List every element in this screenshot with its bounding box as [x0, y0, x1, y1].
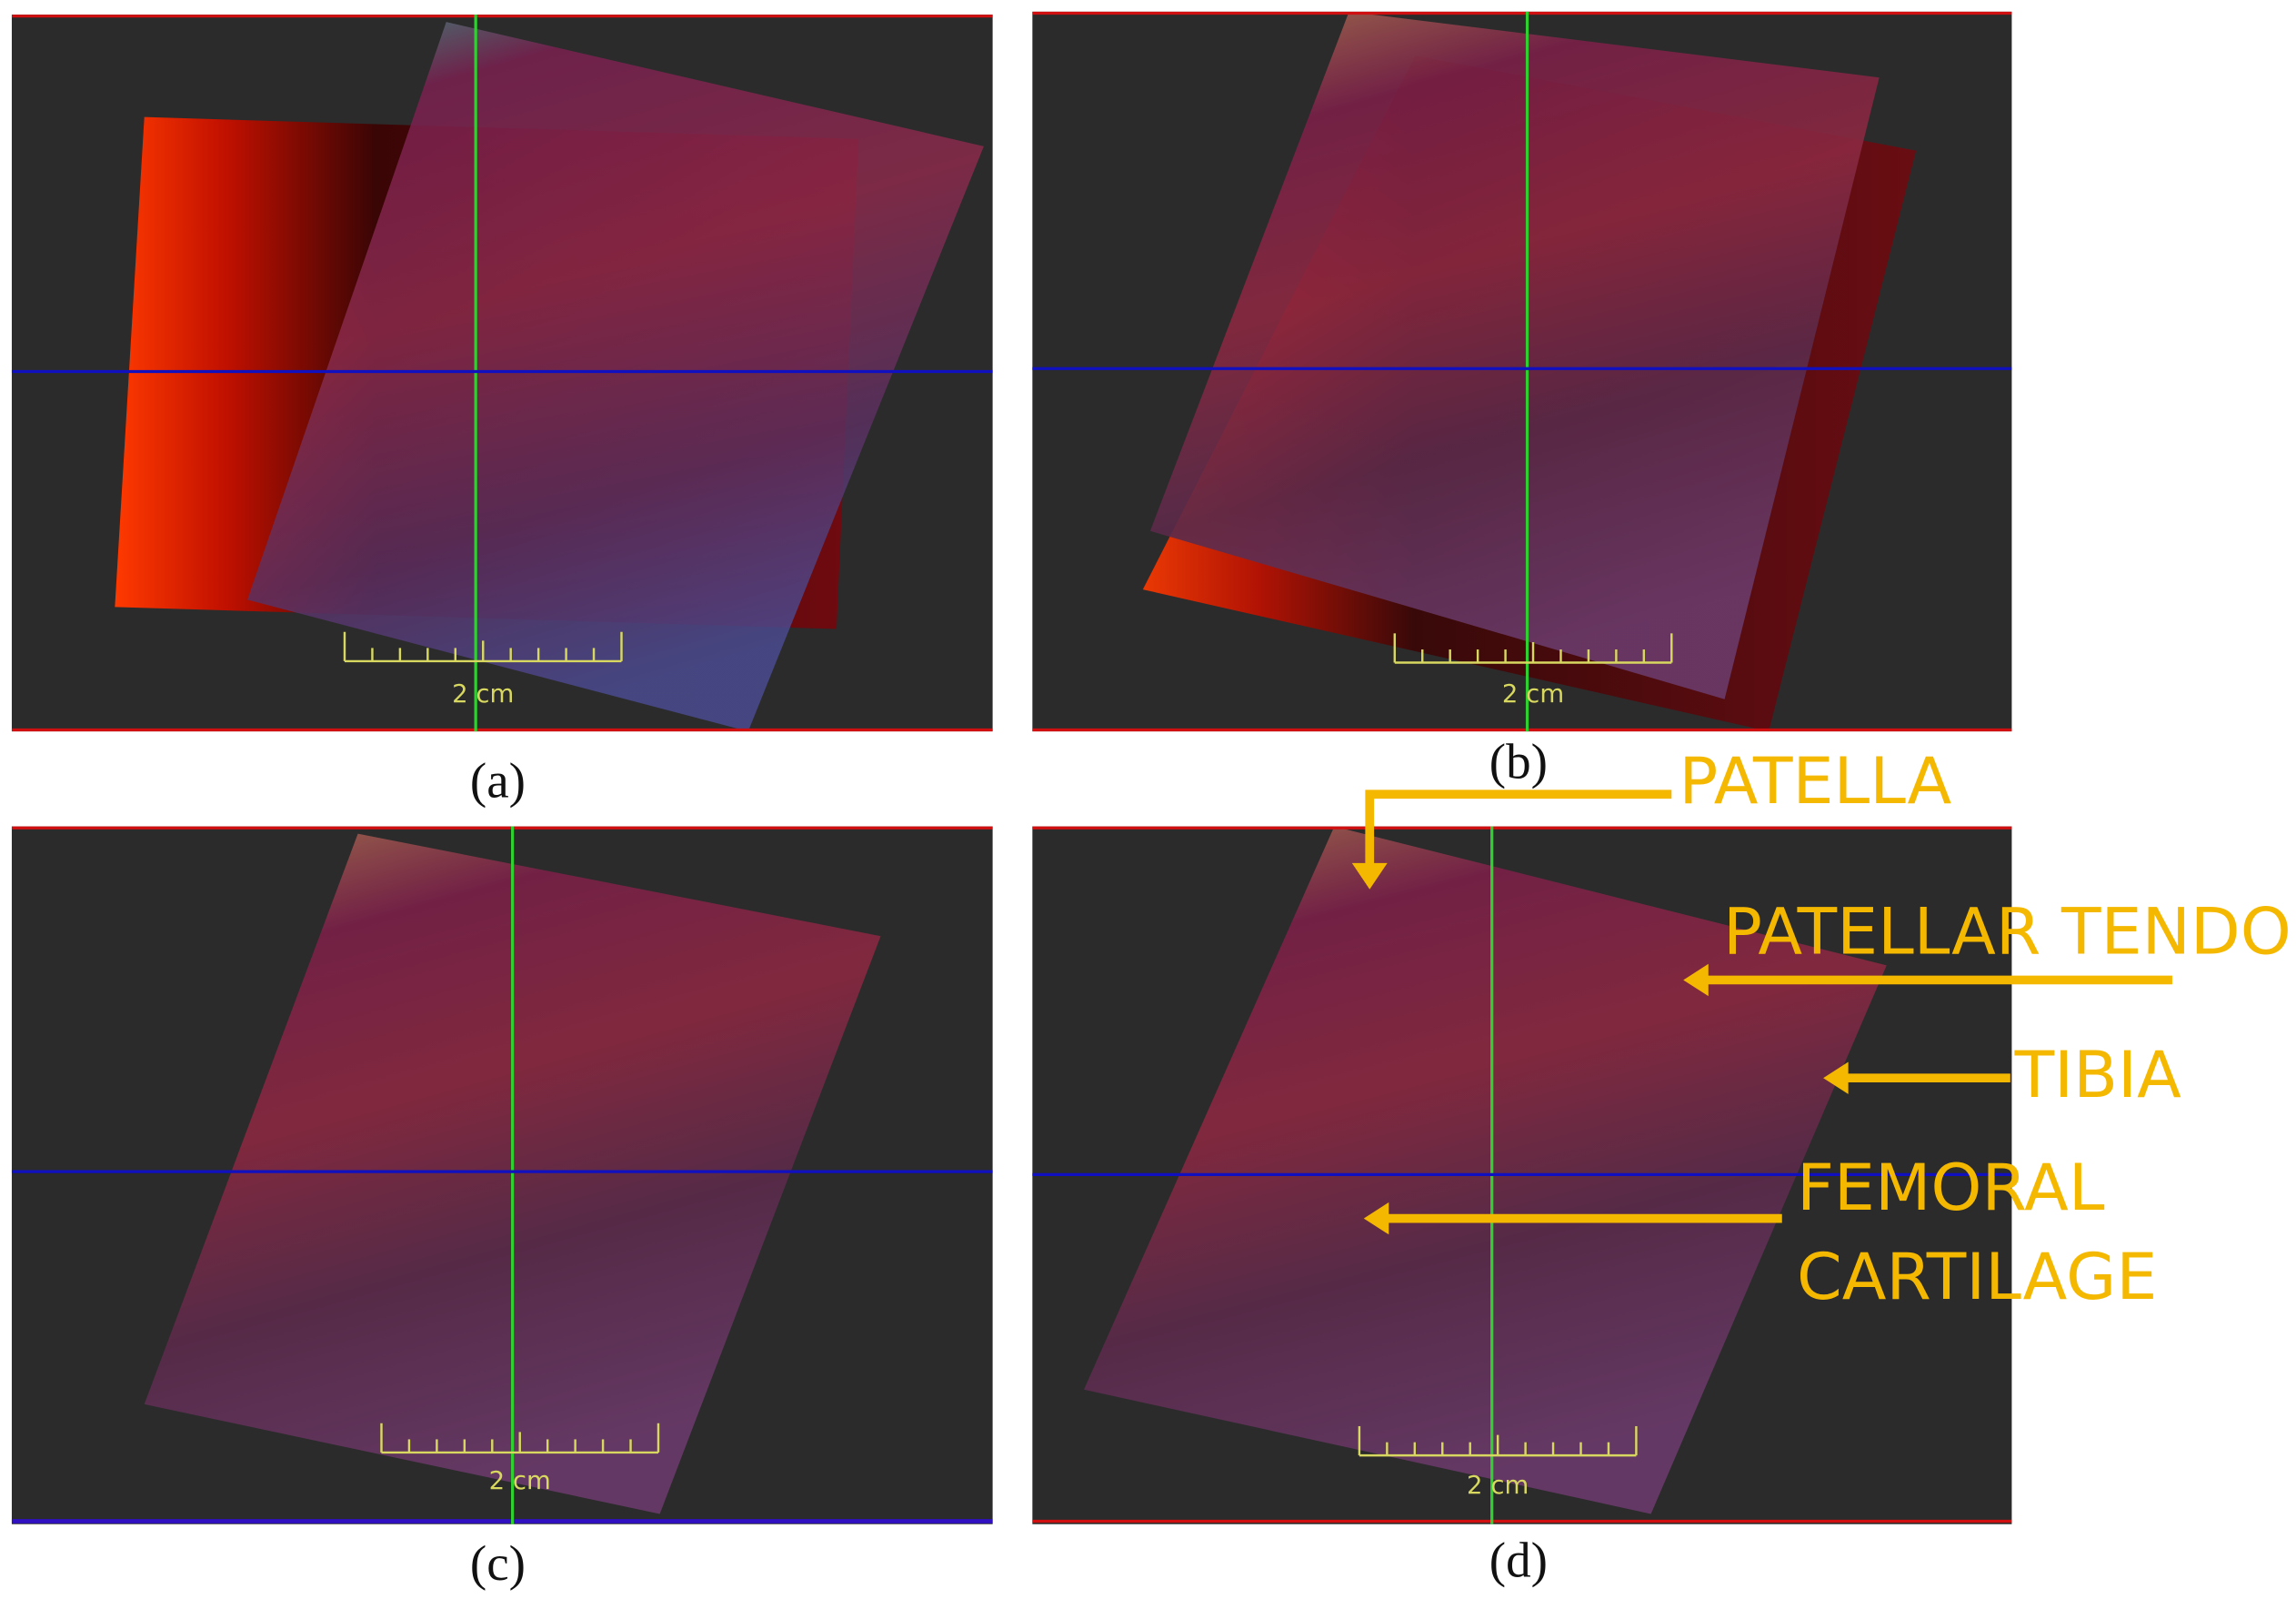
panel-label: (b)	[1489, 734, 1548, 789]
annotation-arrows	[1365, 789, 2172, 1223]
panel-label: (d)	[1489, 1533, 1548, 1588]
annotation: PATELLA	[1679, 743, 1951, 819]
panel-label: (c)	[470, 1535, 526, 1591]
annotation: TIBIA	[2014, 1037, 2181, 1112]
annotation-arrowheads	[1351, 862, 1849, 1235]
scale-label: 2 cm	[1502, 680, 1564, 709]
scale-label: 2 cm	[452, 680, 514, 709]
scale-label: 2 cm	[489, 1467, 551, 1495]
scale-bar	[1358, 1425, 1638, 1457]
panel-d: 2 cm	[1032, 826, 2012, 1524]
annotation: FEMORAL	[1797, 1150, 2105, 1225]
scale-bar	[1393, 633, 1673, 664]
annotation: CARTILAGE	[1797, 1239, 2157, 1314]
panel-label: (a)	[470, 753, 526, 809]
scale-bar	[343, 631, 623, 663]
panel-b: 2 cm	[1032, 11, 2012, 732]
panel-c: 2 cm	[11, 826, 993, 1524]
panel-a: 2 cm	[11, 15, 993, 732]
scale-label: 2 cm	[1467, 1472, 1529, 1500]
annotation: PATELLAR TENDON	[1723, 894, 2296, 970]
scale-bar	[380, 1423, 660, 1454]
